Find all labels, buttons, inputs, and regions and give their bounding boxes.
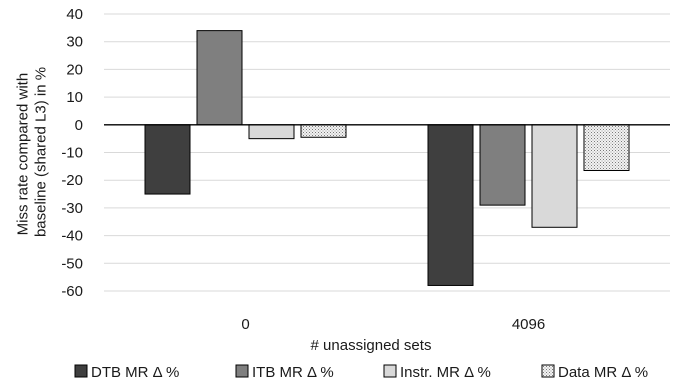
bar-2-1 xyxy=(531,124,578,228)
bar-3-0 xyxy=(300,124,347,138)
legend-swatch xyxy=(383,364,397,378)
bar-3-1 xyxy=(583,124,630,172)
category-label: 4096 xyxy=(512,316,545,333)
y-tick-label: -10 xyxy=(61,145,83,162)
category-labels: 0 4096 xyxy=(241,316,545,333)
legend-swatch xyxy=(74,364,88,378)
legend: DTB MR Δ % ITB MR Δ % Instr. MR Δ % Data MR… xyxy=(74,364,648,381)
bars-layer xyxy=(144,30,630,286)
bar-0-0 xyxy=(144,124,191,195)
y-axis-title: Miss rate compared with baseline (shared… xyxy=(15,67,50,237)
category-label: 0 xyxy=(241,316,249,333)
legend-label: Data MR Δ % xyxy=(558,364,648,381)
bar-1-0 xyxy=(196,30,243,126)
y-tick-label: 40 xyxy=(66,6,83,23)
y-tick-label: 0 xyxy=(75,117,83,134)
y-tick-label: -30 xyxy=(61,200,83,217)
y-tick-label: -20 xyxy=(61,172,83,189)
y-tick-label: 10 xyxy=(66,89,83,106)
bar-0-1 xyxy=(427,124,474,286)
legend-label: Instr. MR Δ % xyxy=(400,364,491,381)
bar-1-1 xyxy=(479,124,526,206)
y-tick-labels: 40 30 20 10 0 -10 -20 -30 -40 -50 -60 xyxy=(61,6,83,300)
y-axis-title-line-2: baseline (shared L3) in % xyxy=(33,67,50,237)
y-tick-label: -50 xyxy=(61,255,83,272)
y-axis-title-line-1: Miss rate compared with xyxy=(15,73,32,236)
legend-swatch xyxy=(541,364,555,378)
y-tick-label: -60 xyxy=(61,283,83,300)
legend-label: DTB MR Δ % xyxy=(91,364,179,381)
y-tick-label: 30 xyxy=(66,34,83,51)
bar-2-0 xyxy=(248,124,295,140)
x-axis-title: # unassigned sets xyxy=(311,337,432,354)
y-tick-label: 20 xyxy=(66,61,83,78)
legend-label: ITB MR Δ % xyxy=(252,364,334,381)
legend-swatch xyxy=(235,364,249,378)
y-tick-label: -40 xyxy=(61,228,83,245)
